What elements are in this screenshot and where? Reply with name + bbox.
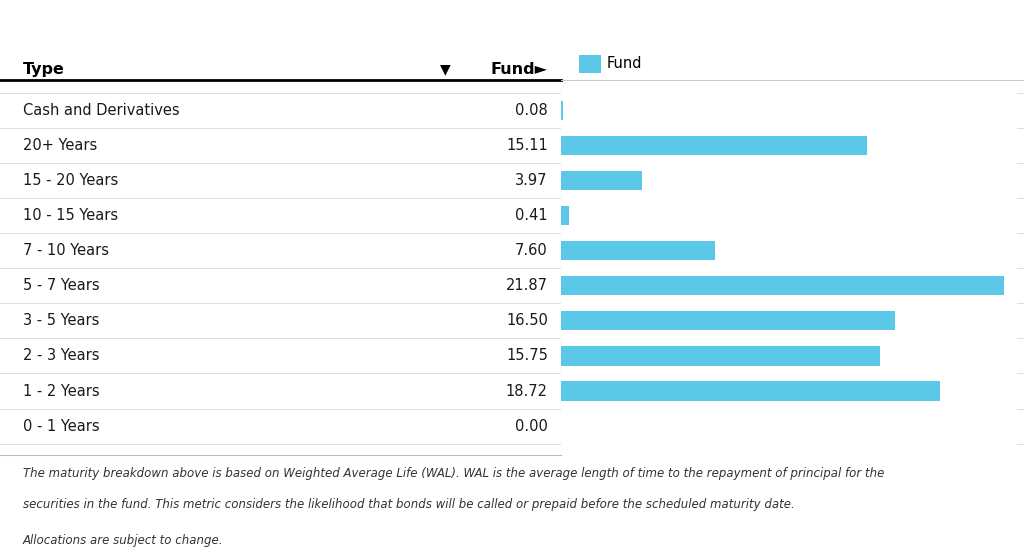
- Text: Fund: Fund: [606, 56, 642, 71]
- Text: 3.97: 3.97: [515, 173, 548, 188]
- Text: 16.50: 16.50: [506, 314, 548, 328]
- Bar: [561, 276, 1005, 295]
- Text: 2 - 3 Years: 2 - 3 Years: [23, 348, 99, 363]
- Text: 0.00: 0.00: [515, 419, 548, 434]
- Text: 21.87: 21.87: [506, 278, 548, 293]
- Text: Type: Type: [23, 61, 65, 77]
- Text: 15.11: 15.11: [506, 138, 548, 153]
- Text: 0.41: 0.41: [515, 208, 548, 223]
- Text: 18.72: 18.72: [506, 384, 548, 399]
- Text: 5 - 7 Years: 5 - 7 Years: [23, 278, 99, 293]
- Bar: [561, 241, 715, 260]
- Bar: [561, 311, 895, 331]
- Text: Cash and Derivatives: Cash and Derivatives: [23, 103, 179, 118]
- Bar: [561, 171, 642, 190]
- Text: securities in the fund. This metric considers the likelihood that bonds will be : securities in the fund. This metric cons…: [23, 498, 795, 511]
- Text: 1 - 2 Years: 1 - 2 Years: [23, 384, 99, 399]
- Bar: [561, 206, 569, 225]
- Text: 7.60: 7.60: [515, 243, 548, 258]
- Text: 10 - 15 Years: 10 - 15 Years: [23, 208, 118, 223]
- Bar: [561, 135, 867, 155]
- Text: 15.75: 15.75: [506, 348, 548, 363]
- Text: 15 - 20 Years: 15 - 20 Years: [23, 173, 118, 188]
- Text: Allocations are subject to change.: Allocations are subject to change.: [23, 534, 223, 547]
- Text: ▼: ▼: [440, 62, 451, 76]
- Text: 7 - 10 Years: 7 - 10 Years: [23, 243, 109, 258]
- Bar: [561, 101, 563, 120]
- Text: Fund►: Fund►: [490, 61, 548, 77]
- Bar: [561, 382, 940, 401]
- Text: 0.08: 0.08: [515, 103, 548, 118]
- Bar: [561, 346, 881, 366]
- Text: 20+ Years: 20+ Years: [23, 138, 97, 153]
- Text: 0 - 1 Years: 0 - 1 Years: [23, 419, 99, 434]
- Text: The maturity breakdown above is based on Weighted Average Life (WAL). WAL is the: The maturity breakdown above is based on…: [23, 467, 884, 481]
- Text: 3 - 5 Years: 3 - 5 Years: [23, 314, 99, 328]
